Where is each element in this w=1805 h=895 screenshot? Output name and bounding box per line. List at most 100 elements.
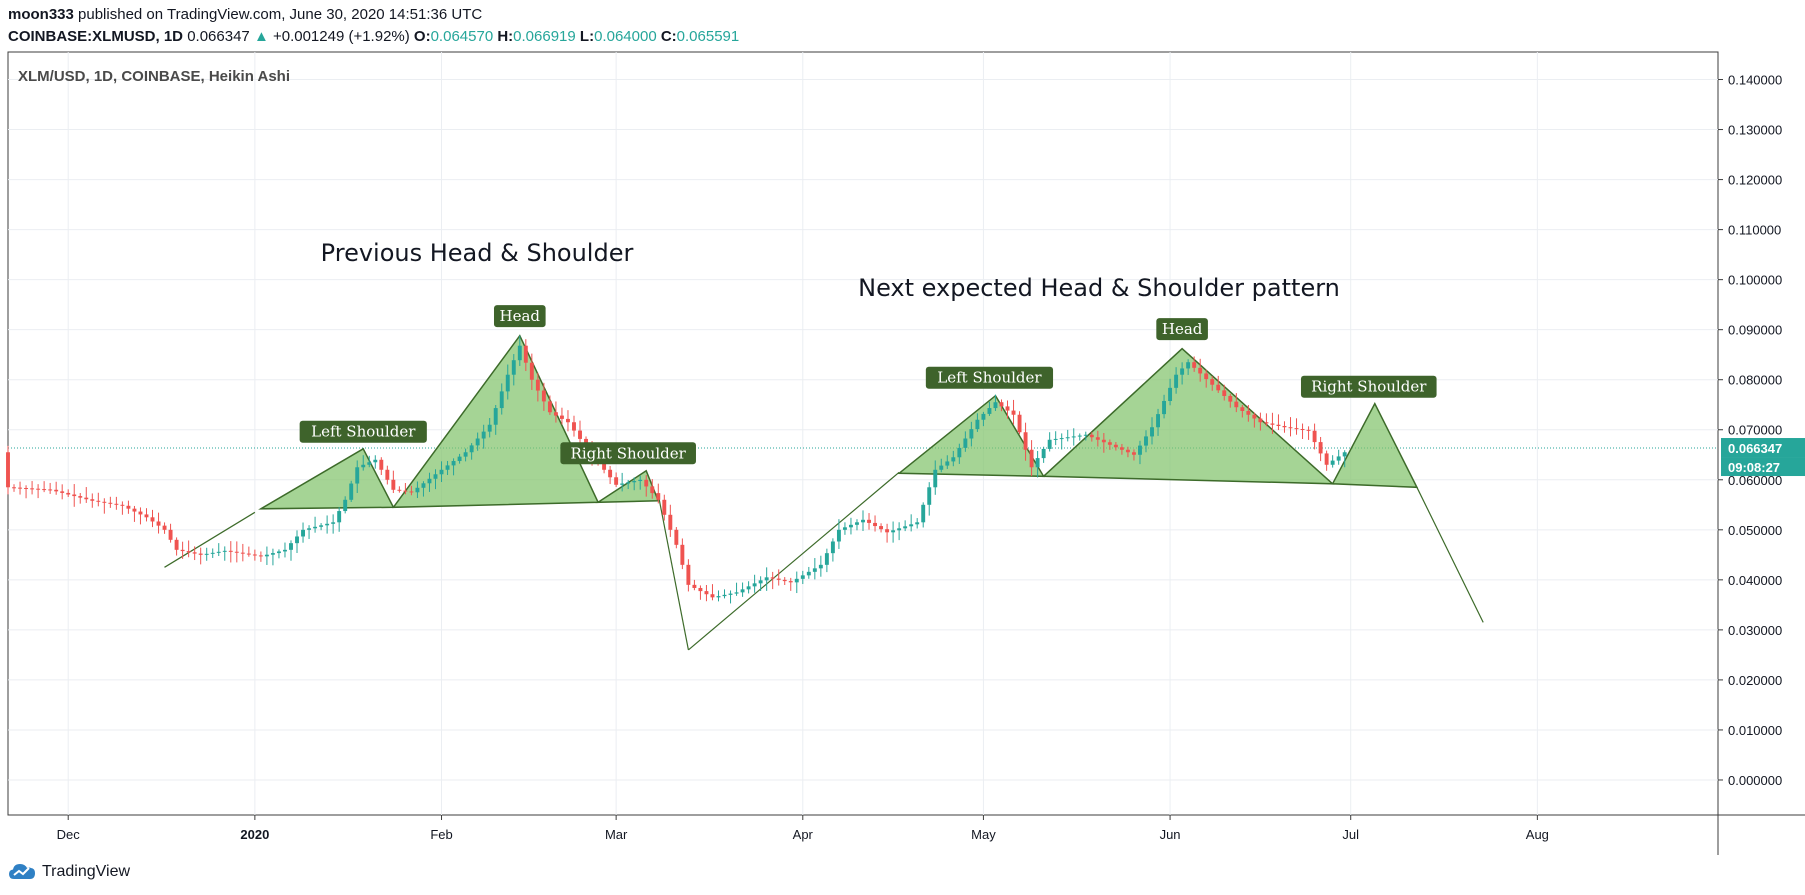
candle-body [1216,384,1221,391]
candle-body [1246,410,1251,415]
candle-body [222,550,227,552]
candle-body [1234,401,1239,408]
candle-body [36,488,41,490]
candle-body [1330,460,1335,465]
candle-body [1083,434,1088,436]
trend-line[interactable] [657,494,689,651]
candle-body [505,374,510,392]
candle-body [686,564,691,585]
candle-body [710,594,715,598]
candle-body [132,508,137,512]
candle-body [1318,442,1323,454]
candle-body [578,430,582,439]
price-tick-label: 0.050000 [1728,523,1782,538]
candle-body [824,553,829,565]
candle-body [1125,449,1130,453]
candle-body [216,551,221,553]
pattern-triangle[interactable] [258,447,395,510]
candle-body [240,552,245,554]
candle-body [1041,448,1046,459]
candle-body [433,474,438,479]
candle-body [933,469,938,488]
candle-body [975,419,980,430]
pattern-triangle[interactable] [1331,402,1419,489]
price-tick-label: 0.100000 [1728,273,1782,288]
trend-line[interactable] [688,471,900,651]
candle-body [1005,406,1010,411]
candle-body [861,519,865,523]
candle-body [999,402,1004,407]
candle-body [102,501,107,503]
candle-body [836,529,841,542]
candle-body [674,529,679,545]
open-value: 0.064570 [430,28,494,45]
candle-body [1011,410,1016,415]
candle-body [1264,422,1269,424]
candle-body [30,488,35,490]
candle-body [343,499,348,512]
candle-body [1228,395,1233,402]
candle-body [879,526,884,530]
candle-body [114,503,119,505]
candle-body [1294,428,1299,430]
candle-body [800,575,805,579]
candle-body [307,528,312,530]
pattern-label-text: Right Shoulder [1311,378,1427,396]
pattern-labels: Left Shoulder Head Right Shoulder Left Shou… [299,305,1437,465]
candle-body [6,452,10,488]
candle-body [716,596,721,598]
tradingview-logo[interactable]: TradingView [8,862,130,882]
candle-body [993,402,998,409]
candle-body [283,549,287,552]
candle-body [662,499,667,515]
author-name[interactable]: moon333 [8,6,74,23]
candle-body [1156,414,1160,428]
candle-body [252,554,257,556]
pattern-label-text: Head [500,307,541,325]
candle-body [1029,449,1034,468]
candle-body [1198,367,1203,374]
candle-body [325,523,330,526]
candle-body [120,504,125,506]
legend-title: XLM/USD, 1D, COINBASE, Heikin Ashi [18,68,290,85]
trend-line[interactable] [1416,487,1484,623]
symbol-label: COINBASE:XLMUSD, 1D [8,28,184,45]
trend-line[interactable] [164,511,256,568]
pattern-label-text: Right Shoulder [571,444,687,462]
pattern-label-text: Left Shoulder [937,369,1042,387]
candle-body [897,528,902,531]
pattern-drawings[interactable] [164,334,1484,651]
candle-body [138,511,143,515]
candle-body [385,469,390,480]
candle-body [1186,362,1191,369]
countdown-text: 09:08:27 [1728,460,1780,475]
candle-body [1053,438,1058,440]
time-axis[interactable]: Dec 2020 Feb Mar Apr May Jun Jul Aug [57,815,1549,842]
candle-body [66,492,71,495]
candle-body [987,408,992,414]
low-value: 0.064000 [594,28,657,45]
candle-body [951,457,956,462]
candle-body [54,489,59,492]
current-price-tag [1721,438,1805,458]
tradingview-cloud-icon [9,864,35,879]
candle-body [1113,444,1118,448]
candle-body [517,345,522,361]
candle-body [379,459,384,470]
candle-body [1150,427,1154,437]
candle-body [1204,373,1209,380]
candle-body [535,379,540,391]
candle-body [174,539,179,550]
candle-body [1282,425,1287,428]
candle-body [692,584,697,588]
candle-body [361,464,366,468]
candle-body [812,568,817,572]
candle-body [632,481,637,483]
price-axis[interactable]: 0.140000 0.130000 0.120000 0.110000 0.100000… [1718,73,1782,788]
candle-body [457,456,462,462]
candle-body [126,505,131,509]
price-tick-label: 0.040000 [1728,573,1782,588]
candle-body [1023,432,1028,450]
candle-body [331,522,336,524]
